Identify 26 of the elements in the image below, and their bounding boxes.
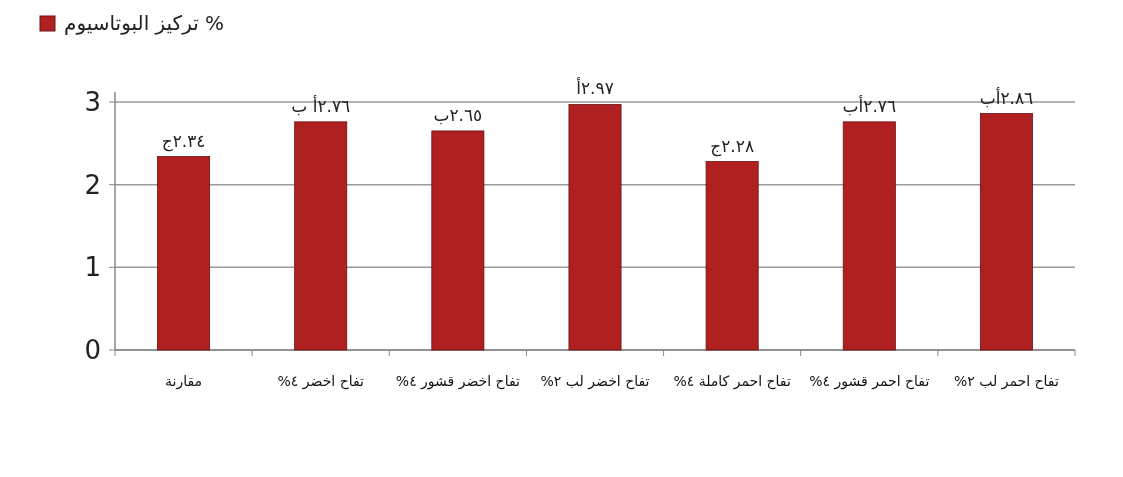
bar xyxy=(294,121,348,351)
legend-label: تركيز البوتاسيوم % xyxy=(64,11,225,35)
x-tick-label: تفاح اخضر لب ٢% xyxy=(540,373,650,390)
y-tick-label: 0 xyxy=(84,335,101,365)
data-label: ٢.٦٥ب xyxy=(433,104,483,125)
y-tick-label: 2 xyxy=(84,169,101,200)
bar xyxy=(431,130,485,351)
y-tick-label: 3 xyxy=(84,87,101,117)
x-tick-label: تفاح احمر قشور ٤% xyxy=(809,373,930,390)
data-label: ٢.٩٧أ xyxy=(576,77,614,99)
bar xyxy=(568,104,622,351)
data-label: ٢.٣٤ج xyxy=(161,130,206,152)
x-tick-label: تفاح احمر لب ٢% xyxy=(954,373,1059,390)
x-tick-label: تفاح اخضر ٤% xyxy=(277,373,365,390)
bar xyxy=(842,121,896,351)
data-label: ٢.٧٦أب xyxy=(842,94,897,116)
data-label: ٢.٨٦أب xyxy=(979,86,1034,108)
data-label: ٢.٧٦أ ب xyxy=(291,94,351,116)
bar xyxy=(979,113,1033,351)
x-tick-label: تفاح اخضر قشور ٤% xyxy=(395,373,520,390)
x-tick-label: مقارنة xyxy=(165,373,203,390)
y-tick-label: 1 xyxy=(84,252,101,283)
bar xyxy=(705,161,759,351)
bar xyxy=(157,156,211,351)
x-tick-label: تفاح احمر كاملة ٤% xyxy=(673,373,791,390)
data-label: ٢.٢٨ج xyxy=(710,135,755,157)
